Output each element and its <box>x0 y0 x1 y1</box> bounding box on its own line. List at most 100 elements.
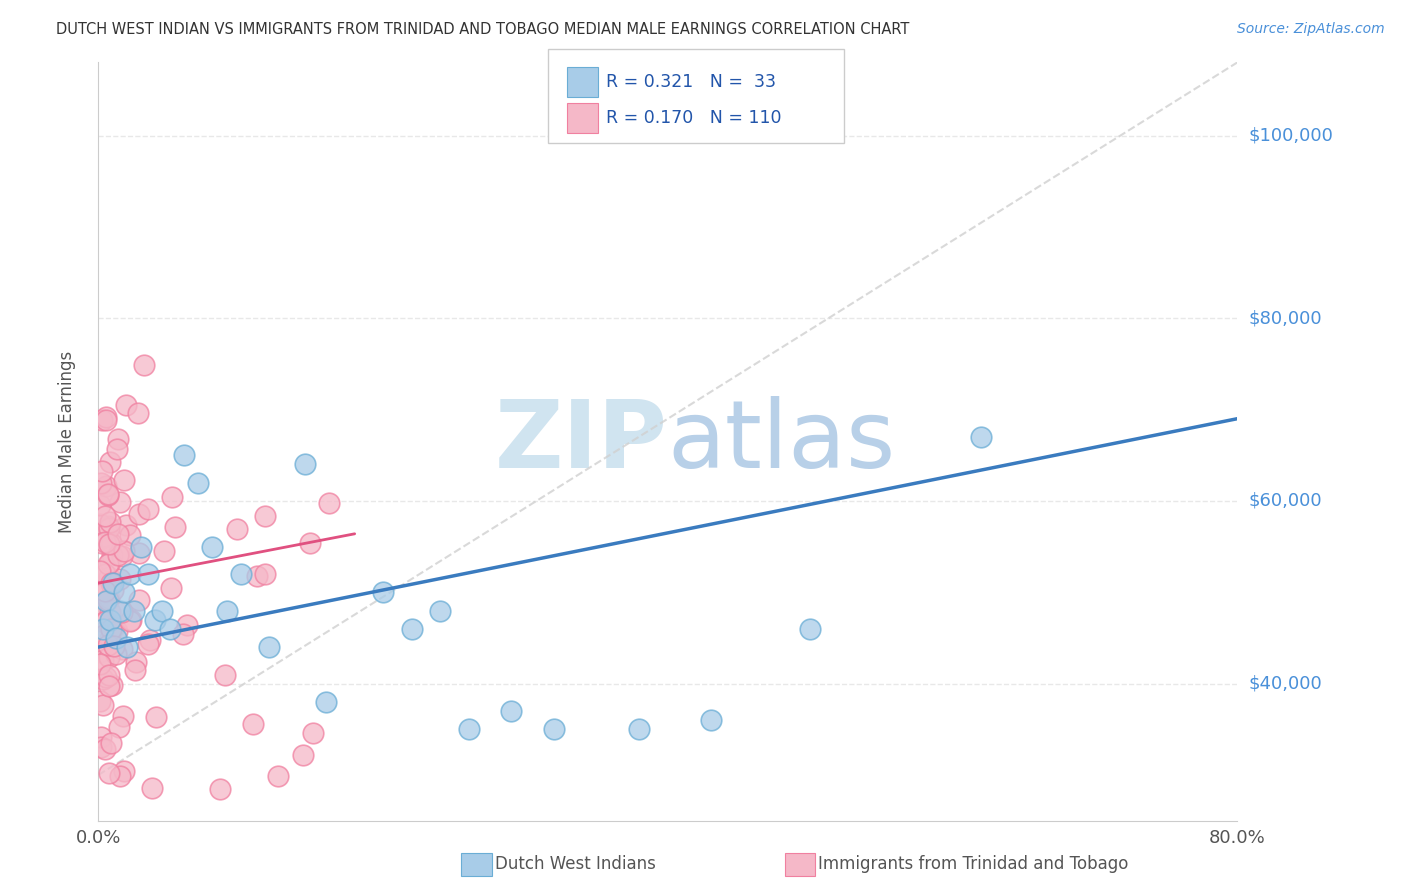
Point <box>107 432 129 446</box>
Point <box>112 709 135 723</box>
Point <box>104 647 127 661</box>
Point <box>101 582 124 597</box>
Point <box>100 576 122 591</box>
Point <box>145 613 167 627</box>
Point <box>110 549 132 563</box>
Point <box>115 640 138 654</box>
Point <box>128 592 150 607</box>
Point <box>97 487 120 501</box>
Point <box>628 723 651 737</box>
Point <box>93 583 115 598</box>
Point <box>152 543 174 558</box>
Point <box>108 769 131 783</box>
Point <box>242 717 264 731</box>
Text: ZIP: ZIP <box>495 395 668 488</box>
Point <box>136 637 159 651</box>
Point <box>96 593 118 607</box>
Point <box>89 693 111 707</box>
Point <box>91 698 114 712</box>
Point <box>373 585 395 599</box>
Point <box>93 535 115 549</box>
Text: R = 0.321   N =  33: R = 0.321 N = 33 <box>606 73 776 91</box>
Point <box>214 668 236 682</box>
Point <box>91 672 114 686</box>
Text: Dutch West Indians: Dutch West Indians <box>495 855 655 873</box>
Text: DUTCH WEST INDIAN VS IMMIGRANTS FROM TRINIDAD AND TOBAGO MEDIAN MALE EARNINGS CO: DUTCH WEST INDIAN VS IMMIGRANTS FROM TRI… <box>56 22 910 37</box>
Point <box>110 495 132 509</box>
Point <box>97 650 120 665</box>
Point <box>98 515 121 529</box>
Point <box>98 632 121 646</box>
Text: R = 0.170   N = 110: R = 0.170 N = 110 <box>606 109 782 127</box>
Point <box>90 475 112 490</box>
Point <box>98 765 121 780</box>
Point <box>299 536 322 550</box>
Point <box>115 518 138 533</box>
Point <box>118 566 141 581</box>
Point <box>107 548 129 562</box>
Point <box>98 613 121 627</box>
Point <box>97 679 120 693</box>
Point <box>112 585 135 599</box>
Point <box>159 622 181 636</box>
Point <box>112 764 135 778</box>
Point <box>105 624 128 639</box>
Point <box>94 413 117 427</box>
Point <box>138 632 160 647</box>
Point <box>93 586 115 600</box>
Point <box>318 495 340 509</box>
Point <box>93 628 115 642</box>
Text: Immigrants from Trinidad and Tobago: Immigrants from Trinidad and Tobago <box>818 855 1129 873</box>
Point <box>225 522 247 536</box>
Text: $60,000: $60,000 <box>1249 491 1322 510</box>
Point <box>165 520 187 534</box>
Point <box>98 668 121 682</box>
Point <box>501 704 523 718</box>
Point <box>89 564 111 578</box>
Point <box>173 448 195 462</box>
Point <box>114 398 136 412</box>
Point <box>91 622 114 636</box>
Point <box>108 603 131 617</box>
Point <box>105 442 128 456</box>
Point <box>100 736 122 750</box>
Point <box>107 720 129 734</box>
Point <box>89 645 111 659</box>
Point <box>187 475 209 490</box>
Point <box>118 614 141 628</box>
Text: $80,000: $80,000 <box>1249 310 1322 327</box>
Point <box>96 614 118 628</box>
Point <box>94 594 117 608</box>
Point <box>128 507 150 521</box>
Point <box>97 488 120 502</box>
Point <box>112 474 135 488</box>
Point <box>267 769 290 783</box>
Point <box>302 726 325 740</box>
Point <box>799 622 821 636</box>
Point <box>100 622 122 636</box>
Point <box>125 655 148 669</box>
Point <box>101 548 124 562</box>
Point <box>101 576 124 591</box>
Point <box>401 622 423 636</box>
Point <box>970 430 993 444</box>
Point <box>97 638 120 652</box>
Point <box>294 458 316 472</box>
Point <box>259 640 281 654</box>
Point <box>253 508 276 523</box>
Text: $40,000: $40,000 <box>1249 674 1322 692</box>
Point <box>152 603 174 617</box>
Point <box>201 540 224 554</box>
Point <box>96 670 118 684</box>
Point <box>91 653 114 667</box>
Point <box>96 530 118 544</box>
Point <box>89 605 111 619</box>
Point <box>97 557 120 571</box>
Point <box>141 781 163 796</box>
Point <box>103 639 125 653</box>
Text: $100,000: $100,000 <box>1249 127 1333 145</box>
Point <box>136 501 159 516</box>
Point <box>89 657 111 671</box>
Point <box>136 566 159 581</box>
Point <box>98 569 121 583</box>
